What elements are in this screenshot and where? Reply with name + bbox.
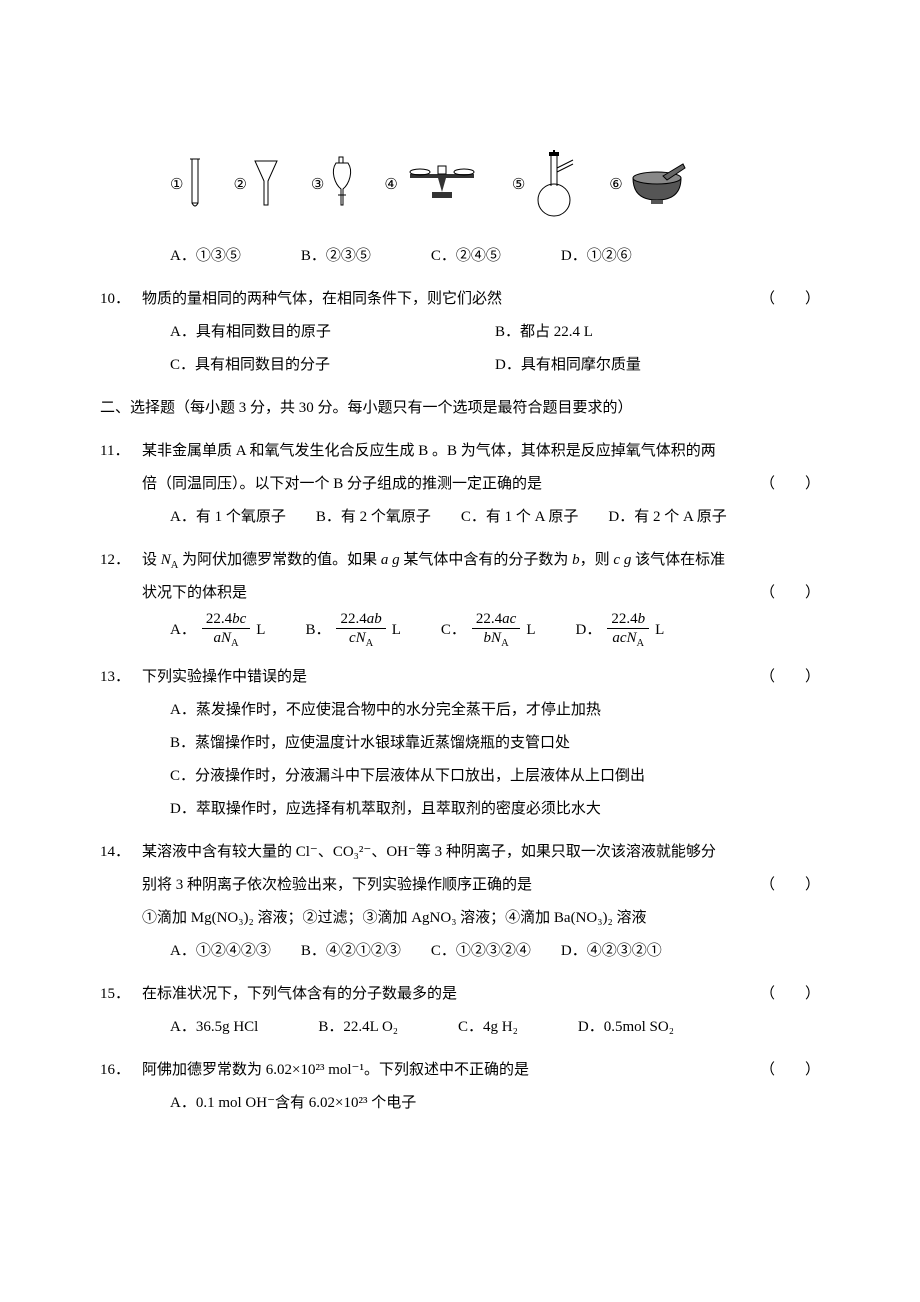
q11-line2: 倍（同温同压）。以下对一个 B 分子组成的推测一定正确的是 bbox=[142, 468, 750, 501]
q12-opt-d: D． 22.4b acNA L bbox=[575, 610, 664, 651]
q12-opt-c: C． 22.4ac bNA L bbox=[441, 610, 536, 651]
test-tube-icon bbox=[187, 157, 203, 213]
q13-opt-a: A．蒸发操作时，不应使混合物中的水分完全蒸干后，才停止加热 bbox=[170, 694, 820, 727]
q14-steps: ①滴加 Mg(NO₃)₂ 溶液；②过滤；③滴加 AgNO₃ 溶液；④滴加 Ba(… bbox=[142, 902, 820, 935]
q13-num: 13． bbox=[100, 661, 142, 694]
q16-text: 阿佛加德罗常数为 6.02×10²³ mol⁻¹。下列叙述中不正确的是 bbox=[142, 1054, 750, 1087]
apparatus-label-2: ② bbox=[233, 169, 246, 202]
apparatus-3: ③ bbox=[311, 155, 354, 215]
q11-opt-d: D．有 2 个 A 原子 bbox=[608, 501, 726, 534]
q15-opt-a: A．36.5g HCl bbox=[170, 1011, 258, 1044]
mortar-pestle-icon bbox=[627, 160, 691, 210]
apparatus-4: ④ bbox=[384, 162, 481, 208]
q15-text: 在标准状况下，下列气体含有的分子数最多的是 bbox=[142, 978, 750, 1011]
question-14: 14． 某溶液中含有较大量的 Cl⁻、CO₃²⁻、OH⁻等 3 种阴离子，如果只… bbox=[100, 836, 820, 968]
apparatus-5: ⑤ bbox=[512, 150, 579, 220]
q12-paren: （ ） bbox=[750, 577, 820, 610]
q11-paren: （ ） bbox=[750, 468, 820, 501]
q14-opt-b: B．④②①②③ bbox=[301, 935, 401, 968]
q14-opt-c: C．①②③②④ bbox=[431, 935, 531, 968]
balance-icon bbox=[402, 162, 482, 208]
q9-opt-c: C．②④⑤ bbox=[431, 240, 501, 273]
q14-paren: （ ） bbox=[750, 869, 820, 902]
question-16: 16． 阿佛加德罗常数为 6.02×10²³ mol⁻¹。下列叙述中不正确的是 … bbox=[100, 1054, 820, 1120]
q12-opt-b: B． 22.4ab cNA L bbox=[305, 610, 400, 651]
apparatus-label-5: ⑤ bbox=[512, 169, 525, 202]
distillation-flask-icon bbox=[529, 150, 579, 220]
question-11: 11． 某非金属单质 A 和氧气发生化合反应生成 B 。B 为气体，其体积是反应… bbox=[100, 435, 820, 534]
funnel-icon bbox=[251, 157, 281, 213]
apparatus-label-1: ① bbox=[170, 169, 183, 202]
q9-opt-b: B．②③⑤ bbox=[301, 240, 371, 273]
q16-paren: （ ） bbox=[750, 1054, 820, 1087]
question-10: 10． 物质的量相同的两种气体，在相同条件下，则它们必然 （ ） A．具有相同数… bbox=[100, 283, 820, 382]
q12-line2: 状况下的体积是 bbox=[142, 577, 750, 610]
q10-text: 物质的量相同的两种气体，在相同条件下，则它们必然 bbox=[142, 283, 750, 316]
apparatus-1: ① bbox=[170, 157, 203, 213]
q10-opt-b: B．都占 22.4 L bbox=[495, 316, 820, 349]
q13-opt-d: D．萃取操作时，应选择有机萃取剂，且萃取剂的密度必须比水大 bbox=[170, 793, 820, 826]
q10-opt-d: D．具有相同摩尔质量 bbox=[495, 349, 820, 382]
q12-line1: 设 NA 为阿伏加德罗常数的值。如果 a g 某气体中含有的分子数为 b，则 c… bbox=[142, 544, 820, 577]
q11-opt-a: A．有 1 个氧原子 bbox=[170, 501, 286, 534]
question-15: 15． 在标准状况下，下列气体含有的分子数最多的是 （ ） A．36.5g HC… bbox=[100, 978, 820, 1044]
q16-opt-a: A．0.1 mol OH⁻含有 6.02×10²³ 个电子 bbox=[170, 1087, 820, 1120]
question-13: 13． 下列实验操作中错误的是 （ ） A．蒸发操作时，不应使混合物中的水分完全… bbox=[100, 661, 820, 826]
q14-opt-d: D．④②③②① bbox=[561, 935, 662, 968]
apparatus-row: ① ② ③ ④ ⑤ bbox=[170, 150, 820, 220]
question-12: 12． 设 NA 为阿伏加德罗常数的值。如果 a g 某气体中含有的分子数为 b… bbox=[100, 544, 820, 651]
q9-options: A．①③⑤ B．②③⑤ C．②④⑤ D．①②⑥ bbox=[170, 240, 820, 273]
apparatus-6: ⑥ bbox=[609, 160, 690, 210]
q15-opt-c: C．4g H₂ bbox=[458, 1011, 518, 1044]
q10-opt-c: C．具有相同数目的分子 bbox=[170, 349, 495, 382]
apparatus-2: ② bbox=[233, 157, 280, 213]
q16-num: 16． bbox=[100, 1054, 142, 1087]
apparatus-label-4: ④ bbox=[384, 169, 397, 202]
q10-opt-a: A．具有相同数目的原子 bbox=[170, 316, 495, 349]
q13-text: 下列实验操作中错误的是 bbox=[142, 661, 750, 694]
q11-num: 11． bbox=[100, 435, 142, 468]
q13-paren: （ ） bbox=[750, 661, 820, 694]
q15-paren: （ ） bbox=[750, 978, 820, 1011]
apparatus-label-6: ⑥ bbox=[609, 169, 622, 202]
q11-line1: 某非金属单质 A 和氧气发生化合反应生成 B 。B 为气体，其体积是反应掉氧气体… bbox=[142, 435, 820, 468]
q11-opt-b: B．有 2 个氧原子 bbox=[316, 501, 431, 534]
q15-opt-d: D．0.5mol SO₂ bbox=[578, 1011, 674, 1044]
separating-funnel-icon bbox=[328, 155, 354, 215]
apparatus-label-3: ③ bbox=[311, 169, 324, 202]
q13-opt-b: B．蒸馏操作时，应使温度计水银球靠近蒸馏烧瓶的支管口处 bbox=[170, 727, 820, 760]
q12-num: 12． bbox=[100, 544, 142, 577]
section-2-title: 二、选择题（每小题 3 分，共 30 分。每小题只有一个选项是最符合题目要求的） bbox=[100, 392, 820, 425]
q14-num: 14． bbox=[100, 836, 142, 869]
q14-line1: 某溶液中含有较大量的 Cl⁻、CO₃²⁻、OH⁻等 3 种阴离子，如果只取一次该… bbox=[142, 836, 820, 869]
q12-opt-a: A． 22.4bc aNA L bbox=[170, 610, 265, 651]
q9-opt-d: D．①②⑥ bbox=[561, 240, 632, 273]
q10-paren: （ ） bbox=[750, 283, 820, 316]
q10-num: 10． bbox=[100, 283, 142, 316]
q15-opt-b: B．22.4L O₂ bbox=[318, 1011, 398, 1044]
q9-opt-a: A．①③⑤ bbox=[170, 240, 241, 273]
q11-opt-c: C．有 1 个 A 原子 bbox=[461, 501, 579, 534]
q14-opt-a: A．①②④②③ bbox=[170, 935, 271, 968]
q13-opt-c: C．分液操作时，分液漏斗中下层液体从下口放出，上层液体从上口倒出 bbox=[170, 760, 820, 793]
q14-line2: 别将 3 种阴离子依次检验出来，下列实验操作顺序正确的是 bbox=[142, 869, 750, 902]
q15-num: 15． bbox=[100, 978, 142, 1011]
